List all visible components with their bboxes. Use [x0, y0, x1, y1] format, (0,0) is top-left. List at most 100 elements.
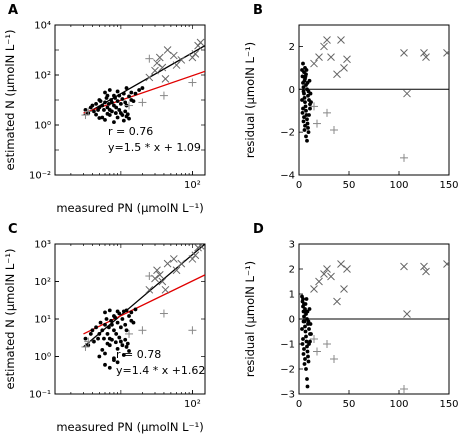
dot-point [304, 297, 309, 301]
dot-point [300, 110, 305, 115]
dot-point [107, 365, 112, 370]
dot-point [125, 341, 130, 346]
dot-point [112, 358, 116, 363]
plus-point [400, 153, 408, 162]
cross-stroke [155, 53, 164, 62]
dot-point [96, 336, 100, 341]
y-tick-label: 10⁴ [34, 21, 51, 32]
dot-point [307, 307, 312, 311]
dot-point [127, 314, 131, 318]
cross-stroke [145, 73, 154, 82]
dot-point [105, 341, 110, 346]
cross-stroke [340, 64, 348, 72]
cross-stroke [403, 310, 411, 318]
dot-point [303, 302, 308, 306]
cross-stroke [163, 259, 172, 268]
cross-stroke [161, 75, 170, 83]
x-tick-label: 0 [296, 399, 302, 410]
dot-point [121, 91, 126, 96]
dot-point [305, 349, 310, 354]
dot-point [303, 329, 308, 334]
plus-point [188, 78, 197, 87]
dot-point [121, 353, 126, 357]
dot-point [309, 100, 313, 105]
cross-stroke [333, 297, 341, 306]
cross-point [177, 56, 186, 64]
dot-point [103, 90, 107, 95]
cross-point [343, 265, 351, 273]
cross-stroke [158, 63, 167, 72]
cross-point [337, 260, 345, 268]
dot-point [307, 327, 311, 331]
dot-point [302, 115, 306, 120]
cross-point [161, 285, 170, 294]
dot-point [107, 88, 112, 92]
y-tick-label: 1 [289, 290, 295, 301]
cross-stroke [169, 255, 178, 263]
x-tick-label: 100 [389, 180, 408, 191]
x-tick-label: 10² [184, 180, 201, 191]
dot-point [306, 130, 311, 135]
dot-point [110, 100, 114, 105]
dot-point [92, 339, 96, 344]
dot-point [131, 320, 136, 325]
x-tick-label: 150 [439, 399, 458, 410]
cross-stroke [315, 53, 323, 61]
panel-a: 10² 10⁻² 10⁰ 10² 10⁴ r = 0.76 y=1.5 * x + 1.09… [3, 3, 206, 215]
dot-point [112, 93, 116, 98]
cross-point [310, 59, 318, 68]
dot-point [115, 89, 120, 94]
y-tick-label: 10¹ [34, 315, 51, 326]
dot-point [301, 352, 306, 356]
plus-point [84, 337, 93, 346]
dot-point [302, 95, 307, 100]
dot-point [97, 116, 102, 120]
y-tick-label: −1 [280, 340, 295, 351]
cross-point [320, 270, 328, 278]
cross-point [163, 259, 172, 268]
dot-point [103, 117, 107, 122]
x-tick-label: 0 [296, 180, 302, 191]
dot-point [307, 78, 312, 83]
dot-point [131, 99, 136, 104]
annotation-text: r = 0.78 [116, 348, 161, 361]
dot-point [123, 109, 128, 114]
dot-point [106, 325, 111, 330]
cross-point [310, 285, 318, 293]
cross-stroke [337, 260, 345, 268]
y-tick-label: 10⁰ [34, 121, 51, 132]
cross-point [422, 267, 430, 276]
cross-stroke [315, 277, 323, 286]
dot-point [115, 346, 120, 351]
dot-point [94, 101, 98, 106]
y-tick-label: 3 [289, 240, 295, 251]
cross-point [155, 53, 164, 62]
plot-area [300, 36, 449, 162]
y-tick-label: 10² [34, 71, 51, 82]
dot-point [303, 324, 307, 329]
dot-point [303, 100, 307, 105]
cross-stroke [400, 49, 408, 57]
plot-area [81, 244, 205, 370]
cross-stroke [422, 267, 430, 276]
dot-point [306, 359, 311, 364]
dot-point [124, 345, 129, 349]
cross-point [422, 53, 430, 61]
plus-point [84, 107, 93, 116]
cross-stroke [177, 56, 186, 64]
cross-point [163, 46, 172, 54]
dot-point [303, 123, 307, 128]
cross-point [151, 66, 159, 75]
dot-point [127, 116, 131, 121]
cross-point [443, 49, 449, 57]
dot-point [129, 90, 134, 95]
dot-point [300, 74, 305, 79]
dot-point [123, 100, 128, 105]
panel-label: C [8, 222, 18, 237]
dot-point [305, 138, 309, 143]
cross-stroke [163, 46, 172, 54]
dot-point [118, 325, 123, 330]
x-axis-label: measured PN (μmolN L⁻¹) [56, 420, 203, 434]
dot-point [301, 297, 305, 301]
